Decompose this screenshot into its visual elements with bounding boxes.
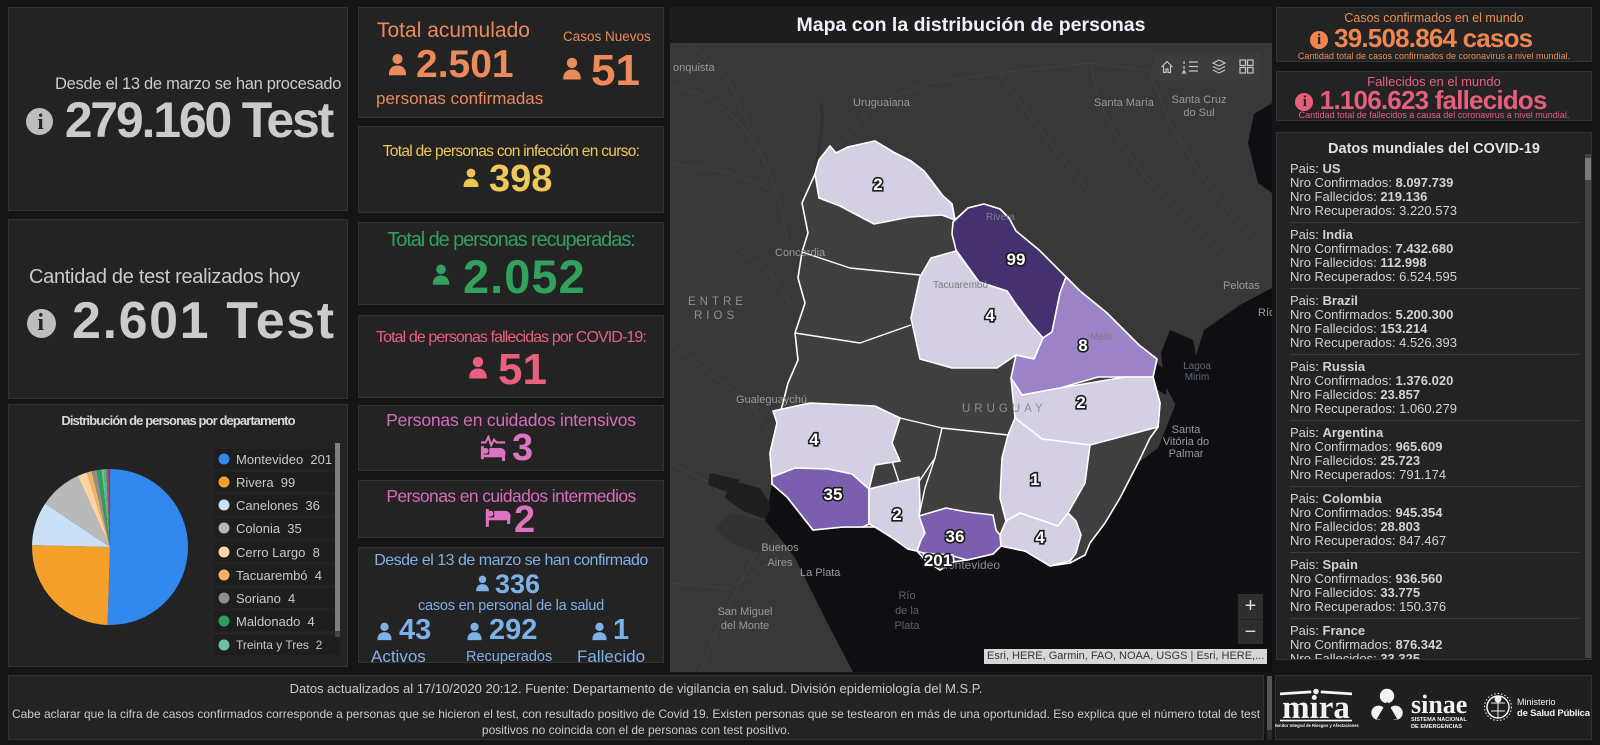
svg-text:SISTEMA NACIONAL: SISTEMA NACIONAL bbox=[1411, 717, 1467, 723]
svg-text:36: 36 bbox=[946, 527, 965, 546]
svg-text:Río: Río bbox=[898, 590, 915, 602]
svg-text:Treinta y Tres 2: Treinta y Tres 2 bbox=[236, 638, 323, 652]
svg-text:Monitor Integral de Riesgos y: Monitor Integral de Riesgos y Afectacion… bbox=[1275, 723, 1360, 728]
svg-text:de la: de la bbox=[895, 605, 920, 617]
svg-text:2: 2 bbox=[1076, 393, 1085, 412]
svg-text:201: 201 bbox=[924, 551, 952, 570]
svg-text:1: 1 bbox=[1030, 470, 1039, 489]
svg-text:4: 4 bbox=[809, 430, 819, 449]
svg-text:Buenos: Buenos bbox=[761, 542, 799, 554]
svg-text:Tacuarembó: Tacuarembó bbox=[933, 280, 988, 291]
svg-text:Cerro Largo 8: Cerro Largo 8 bbox=[236, 545, 320, 560]
svg-text:4: 4 bbox=[1035, 528, 1045, 547]
svg-text:Santa Cruz: Santa Cruz bbox=[1171, 94, 1226, 106]
svg-text:Río Grand: Río Grand bbox=[1258, 307, 1272, 319]
svg-text:San Miguel: San Miguel bbox=[717, 606, 772, 618]
svg-text:del Monte: del Monte bbox=[721, 620, 769, 632]
svg-text:Pelotas: Pelotas bbox=[1223, 280, 1260, 292]
svg-text:Montevideo 201: Montevideo 201 bbox=[236, 452, 332, 467]
svg-text:do Sul: do Sul bbox=[1183, 107, 1214, 119]
svg-text:Vitória do: Vitória do bbox=[1163, 436, 1209, 448]
svg-text:Concordia: Concordia bbox=[775, 247, 826, 259]
svg-text:Mirim: Mirim bbox=[1185, 372, 1209, 383]
svg-text:RIOS: RIOS bbox=[694, 310, 738, 322]
svg-text:Melo: Melo bbox=[1090, 332, 1112, 343]
svg-text:Rivera 99: Rivera 99 bbox=[236, 475, 295, 490]
svg-text:Montevideo: Montevideo bbox=[938, 558, 1000, 572]
svg-text:Maldonado 4: Maldonado 4 bbox=[236, 614, 315, 629]
svg-text:2: 2 bbox=[873, 175, 882, 194]
svg-text:onquista: onquista bbox=[673, 62, 715, 74]
svg-text:4: 4 bbox=[985, 306, 995, 325]
svg-text:99: 99 bbox=[1007, 250, 1026, 269]
svg-text:2: 2 bbox=[892, 505, 901, 524]
svg-text:Tacuarembó 4: Tacuarembó 4 bbox=[236, 568, 322, 583]
svg-text:Ministerio: Ministerio bbox=[1517, 697, 1556, 707]
svg-text:URUGUAY: URUGUAY bbox=[962, 403, 1047, 415]
svg-text:35: 35 bbox=[824, 485, 843, 504]
svg-text:Lagoa: Lagoa bbox=[1183, 361, 1211, 372]
svg-text:Santa María: Santa María bbox=[1094, 97, 1155, 109]
svg-text:DE EMERGENCIAS: DE EMERGENCIAS bbox=[1411, 724, 1462, 730]
svg-text:La Plata: La Plata bbox=[800, 567, 841, 579]
svg-text:Soriano 4: Soriano 4 bbox=[236, 591, 295, 606]
svg-text:Santa: Santa bbox=[1172, 424, 1202, 436]
svg-text:Canelones 36: Canelones 36 bbox=[236, 498, 320, 513]
svg-text:Aires: Aires bbox=[767, 557, 793, 569]
svg-text:Rivera: Rivera bbox=[986, 212, 1015, 223]
svg-text:Gualeguaychú: Gualeguaychú bbox=[736, 394, 807, 406]
svg-text:Palmar: Palmar bbox=[1169, 448, 1204, 460]
svg-text:sinae: sinae bbox=[1411, 690, 1467, 719]
svg-text:Colonia 35: Colonia 35 bbox=[236, 521, 302, 536]
svg-text:Plata: Plata bbox=[894, 620, 920, 632]
svg-text:de Salud Pública: de Salud Pública bbox=[1517, 708, 1591, 719]
svg-text:ENTRE: ENTRE bbox=[688, 296, 747, 308]
svg-text:8: 8 bbox=[1078, 336, 1087, 355]
svg-text:Uruguaiana: Uruguaiana bbox=[853, 97, 911, 109]
